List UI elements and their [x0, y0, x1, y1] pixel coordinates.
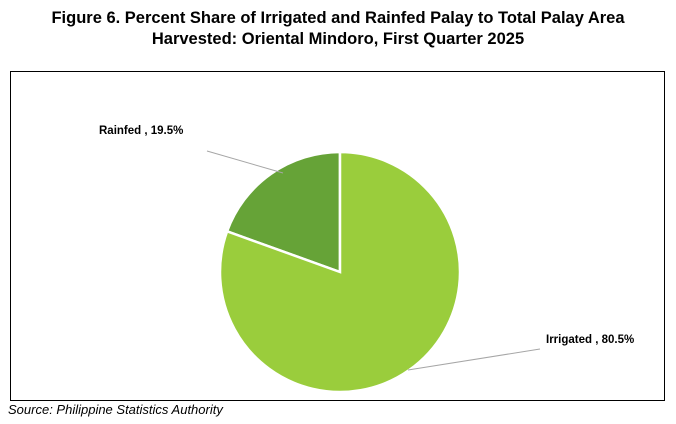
leader-line-irrigated	[407, 348, 541, 371]
source-note: Source: Philippine Statistics Authority	[8, 402, 223, 417]
chart-title: Figure 6. Percent Share of Irrigated and…	[0, 8, 676, 50]
chart-title-line-2: Harvested: Oriental Mindoro, First Quart…	[151, 30, 525, 48]
slice-label-irrigated: Irrigated , 80.5%	[546, 334, 635, 346]
pie-slice-rainfed	[225, 150, 342, 274]
chart-title-line-1: Figure 6. Percent Share of Irrigated and…	[51, 9, 625, 27]
leader-line-rainfed	[206, 150, 284, 174]
slice-label-rainfed: Rainfed , 19.5%	[99, 125, 184, 137]
